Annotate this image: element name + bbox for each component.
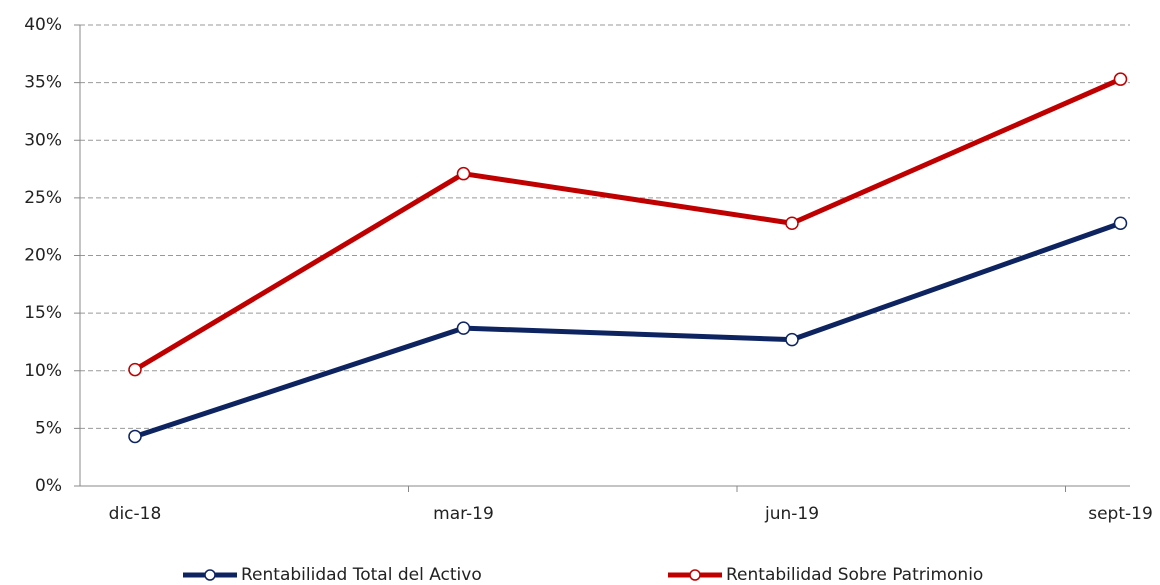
y-tick-label: 10% — [24, 361, 62, 381]
y-tick-label: 25% — [24, 188, 62, 208]
y-tick-label: 15% — [24, 303, 62, 323]
legend-label: Rentabilidad Total del Activo — [241, 565, 482, 585]
x-tick-label: sept-19 — [1088, 504, 1153, 524]
data-point — [785, 216, 799, 230]
y-tick-label: 20% — [24, 246, 62, 266]
y-tick-label: 5% — [35, 418, 62, 438]
legend-marker — [689, 569, 701, 581]
x-tick-label: mar-19 — [433, 504, 494, 524]
data-point — [128, 362, 142, 377]
data-point — [1113, 216, 1128, 230]
y-tick-label: 40% — [24, 15, 62, 35]
data-point — [785, 332, 799, 347]
series-line — [133, 76, 1122, 372]
series-line — [134, 220, 1122, 439]
data-point — [456, 321, 471, 335]
y-tick-label: 0% — [35, 476, 62, 496]
data-point — [1113, 72, 1128, 86]
legend-label: Rentabilidad Sobre Patrimonio — [726, 565, 983, 585]
x-tick-label: dic-18 — [109, 504, 162, 524]
legend-marker — [204, 569, 216, 581]
y-tick-label: 35% — [24, 73, 62, 93]
x-tick-label: jun-19 — [764, 504, 819, 524]
data-point — [456, 166, 471, 181]
y-tick-label: 30% — [24, 130, 62, 150]
data-point — [128, 429, 142, 444]
